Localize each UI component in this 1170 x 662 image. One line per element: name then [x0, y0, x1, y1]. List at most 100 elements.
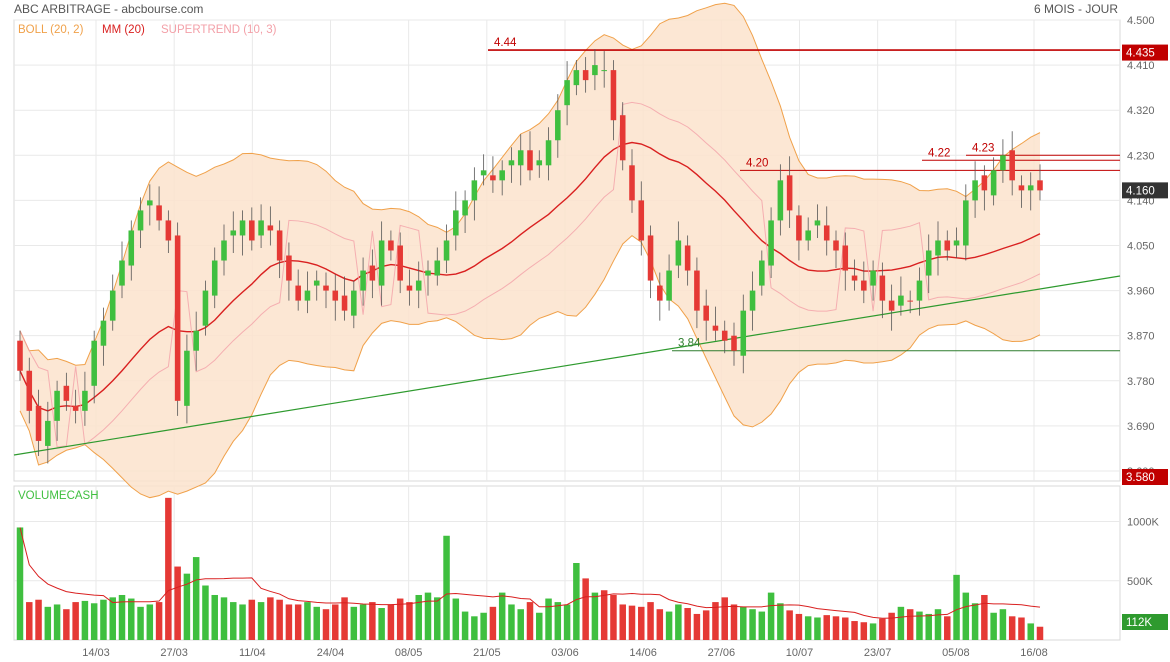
price-tick-label: 4.320: [1127, 105, 1155, 117]
support-trendline: [13, 275, 1121, 456]
bollinger-bands: [19, 2, 1041, 499]
candle-body: [174, 235, 181, 401]
candle-body: [740, 310, 747, 356]
candle-body: [786, 175, 793, 211]
volume-bar: [211, 594, 218, 640]
volume-bar: [350, 606, 358, 640]
volume-bar: [675, 604, 682, 640]
volume-bar: [1008, 616, 1016, 640]
candle-body: [536, 160, 543, 166]
candle-body: [267, 225, 274, 231]
level-label: 4.23: [972, 142, 994, 154]
candle-body: [629, 165, 635, 201]
candle-body: [972, 180, 978, 201]
candle-body: [907, 300, 913, 302]
candle-body: [341, 295, 348, 311]
volume-badge-text: 112K: [1126, 617, 1152, 629]
volume-bar: [341, 597, 348, 640]
candle-body: [202, 290, 209, 326]
volume-bar: [146, 604, 154, 640]
volume-bar: [128, 598, 135, 640]
candle-body: [119, 260, 125, 286]
volume-bar: [415, 594, 422, 640]
candle-body: [54, 390, 60, 421]
volume-bar: [369, 602, 376, 640]
level-label: 3.84: [678, 338, 701, 350]
level-label: 4.22: [928, 147, 950, 159]
volume-bar: [118, 594, 126, 640]
volume-bar: [1018, 617, 1025, 640]
volume-bar: [842, 617, 849, 640]
candle-body: [805, 230, 811, 241]
candle-body: [388, 240, 394, 251]
volume-bar: [526, 602, 534, 640]
candle-body: [517, 150, 524, 166]
price-tick-label: 3.690: [1127, 421, 1155, 433]
candle-body: [295, 285, 301, 301]
volume-bar: [183, 573, 191, 640]
volume-bar: [582, 578, 589, 640]
volume-bar: [721, 597, 728, 640]
level-label: 4.20: [746, 157, 768, 169]
volume-bar: [647, 602, 654, 640]
volume-bars: [16, 497, 1044, 640]
price-tick-label: 4.500: [1127, 15, 1155, 27]
candle-body: [490, 175, 496, 181]
volume-bar: [63, 609, 70, 640]
candle-body: [109, 290, 116, 321]
volume-bar: [712, 602, 719, 640]
level-label: 4.44: [494, 37, 517, 49]
volume-bar: [109, 597, 116, 640]
volume-bar: [81, 600, 89, 640]
date-tick-label: 03/06: [551, 647, 579, 659]
candle-body: [703, 305, 709, 321]
candle-body: [925, 250, 932, 276]
candle-body: [313, 280, 320, 286]
volume-bar: [396, 598, 404, 640]
candle-body: [796, 215, 802, 241]
volume-bar: [953, 574, 960, 640]
volume-bar: [1036, 626, 1044, 640]
volume-bar: [1027, 623, 1034, 640]
bollinger-lower-line: [19, 234, 1041, 499]
volume-bar: [276, 599, 283, 640]
candle-body: [851, 275, 858, 281]
volume-bar: [767, 592, 775, 640]
candle-body: [193, 330, 199, 351]
volume-bar: [230, 602, 237, 640]
date-tick-label: 14/06: [629, 647, 657, 659]
volume-bar: [267, 597, 274, 640]
date-tick-label: 08/05: [395, 647, 423, 659]
date-tick-label: 05/08: [942, 647, 970, 659]
candle-body: [397, 245, 403, 281]
candle-body: [555, 110, 561, 141]
volume-bar: [786, 610, 793, 640]
candle-body: [147, 200, 153, 206]
volume-bar: [471, 616, 478, 640]
volume-bar: [925, 613, 932, 640]
candle-body: [777, 180, 784, 221]
candle-body: [721, 330, 728, 341]
candle-body: [935, 240, 941, 256]
volume-bar: [313, 606, 320, 640]
volume-bar: [26, 602, 33, 640]
volume-bar: [944, 616, 951, 640]
candle-body: [82, 390, 88, 411]
date-tick-label: 21/05: [473, 647, 501, 659]
candle-body: [898, 295, 904, 306]
bollinger-band-area: [20, 3, 1040, 498]
volume-bar: [332, 604, 339, 640]
candle-body: [861, 280, 867, 291]
date-tick-label: 24/04: [317, 647, 345, 659]
candle-body: [378, 240, 385, 286]
price-tick-label: 4.050: [1127, 240, 1155, 252]
candle-body: [573, 70, 580, 86]
candle-body: [211, 260, 218, 296]
candle-body: [499, 170, 505, 181]
price-tick-label: 4.140: [1127, 195, 1155, 207]
date-tick-label: 23/07: [864, 647, 892, 659]
candle-body: [249, 220, 255, 241]
candle-body: [1037, 180, 1043, 191]
volume-bar: [600, 590, 608, 640]
